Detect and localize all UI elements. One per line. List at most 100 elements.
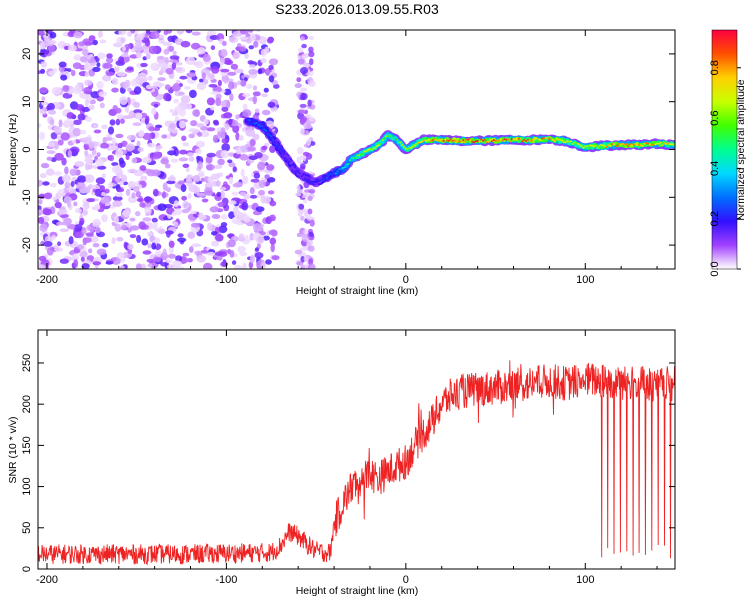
- noise-blob: [297, 211, 303, 217]
- signal-blob: [272, 138, 275, 141]
- noise-blob: [77, 175, 87, 184]
- signal-blob: [532, 138, 535, 141]
- noise-blob: [254, 152, 263, 159]
- noise-blob: [46, 247, 54, 256]
- noise-blob: [181, 195, 188, 201]
- noise-blob: [42, 208, 50, 216]
- noise-blob: [134, 44, 144, 52]
- noise-blob: [142, 250, 152, 255]
- noise-blob: [254, 252, 264, 259]
- noise-blob: [92, 165, 98, 169]
- noise-blob: [260, 261, 266, 269]
- signal-blob: [338, 168, 341, 171]
- noise-blob: [118, 157, 124, 165]
- signal-blob: [367, 148, 370, 151]
- noise-blob: [211, 231, 218, 236]
- noise-blob: [221, 134, 226, 140]
- signal-blob: [429, 140, 433, 142]
- noise-blob: [150, 62, 160, 71]
- signal-blob: [347, 163, 350, 165]
- signal-blob: [625, 143, 628, 146]
- signal-blob: [309, 180, 312, 183]
- signal-blob: [388, 135, 391, 138]
- noise-blob: [268, 75, 275, 83]
- noise-blob: [228, 176, 233, 185]
- signal-blob: [352, 157, 355, 160]
- signal-blob: [453, 139, 456, 142]
- noise-blob: [58, 119, 63, 128]
- noise-blob: [197, 161, 203, 170]
- signal-blob: [464, 141, 467, 143]
- signal-blob: [551, 138, 555, 141]
- noise-blob: [254, 108, 260, 114]
- noise-blob: [152, 188, 159, 197]
- signal-blob: [374, 146, 377, 149]
- noise-blob: [241, 201, 249, 211]
- signal-blob: [263, 128, 266, 131]
- noise-blob: [167, 264, 174, 269]
- noise-blob: [187, 231, 195, 239]
- noise-blob: [95, 158, 104, 167]
- noise-blob: [58, 61, 67, 68]
- noise-blob: [166, 187, 171, 193]
- noise-blob: [182, 163, 190, 168]
- noise-blob: [175, 255, 183, 262]
- noise-blob: [42, 181, 50, 186]
- noise-blob: [300, 264, 307, 269]
- noise-blob: [182, 252, 190, 257]
- noise-blob: [308, 35, 315, 41]
- signal-blob: [428, 139, 431, 141]
- noise-blob: [127, 87, 132, 92]
- signal-blob: [553, 139, 556, 142]
- noise-blob: [108, 108, 117, 116]
- signal-blob: [320, 178, 323, 181]
- noise-blob: [206, 164, 215, 171]
- signal-blob: [397, 141, 400, 144]
- snr-x-tick-label: 100: [576, 574, 594, 586]
- noise-blob: [197, 131, 203, 137]
- noise-blob: [250, 178, 260, 183]
- noise-blob: [249, 187, 255, 195]
- noise-blob: [83, 64, 93, 71]
- noise-blob: [49, 182, 57, 188]
- noise-blob: [243, 215, 251, 223]
- signal-blob: [316, 180, 319, 183]
- noise-blob: [189, 210, 197, 215]
- noise-blob: [226, 100, 231, 109]
- noise-blob: [188, 133, 195, 139]
- noise-blob: [231, 216, 240, 225]
- noise-blob: [168, 45, 175, 52]
- noise-blob: [57, 241, 62, 246]
- noise-blob: [270, 243, 275, 253]
- noise-blob: [182, 200, 190, 209]
- noise-blob: [84, 150, 89, 156]
- signal-blob: [517, 137, 521, 140]
- noise-blob: [133, 109, 143, 114]
- noise-blob: [210, 173, 220, 180]
- noise-blob: [145, 30, 151, 35]
- noise-blob: [169, 109, 174, 113]
- noise-blob: [177, 180, 185, 185]
- noise-blob: [252, 85, 258, 91]
- noise-blob: [238, 233, 245, 241]
- noise-blob: [98, 91, 107, 98]
- spectrogram-marks: [38, 30, 675, 269]
- noise-blob: [113, 66, 120, 72]
- noise-blob: [252, 223, 262, 232]
- noise-blob: [249, 254, 255, 264]
- signal-blob: [550, 136, 553, 139]
- noise-blob: [210, 106, 215, 111]
- noise-blob: [39, 223, 48, 232]
- signal-blob: [663, 142, 666, 145]
- noise-blob: [238, 145, 248, 154]
- signal-blob: [264, 129, 267, 132]
- signal-blob: [395, 138, 398, 141]
- noise-blob: [244, 53, 249, 59]
- noise-blob: [260, 58, 267, 64]
- noise-blob: [181, 135, 187, 142]
- noise-blob: [67, 200, 71, 208]
- noise-blob: [300, 115, 308, 123]
- noise-blob: [199, 78, 204, 83]
- noise-blob: [119, 96, 128, 105]
- noise-blob: [167, 150, 177, 156]
